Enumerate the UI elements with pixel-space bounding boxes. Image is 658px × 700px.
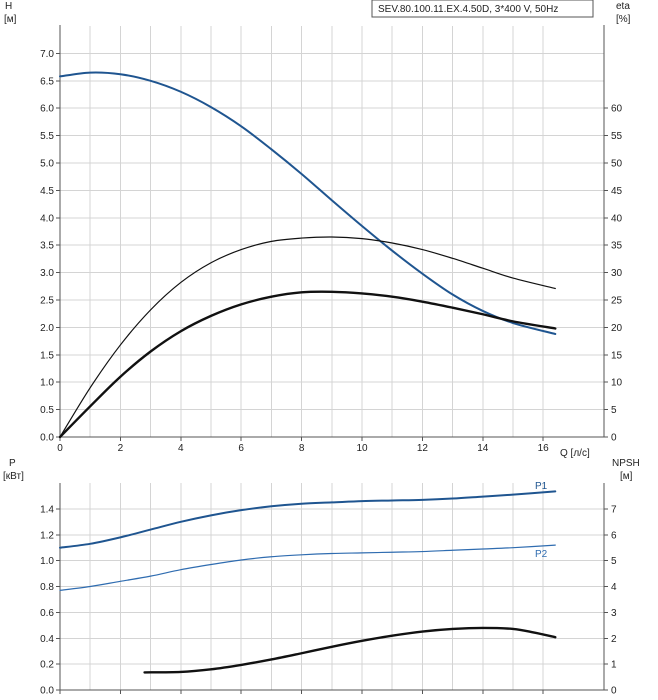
left-tick-label: 0.0: [40, 686, 54, 697]
left-tick-label: 7.0: [40, 49, 54, 60]
chart-title-box: [371, 0, 594, 18]
right-tick-label: 30: [611, 268, 623, 279]
right-tick-label: 0: [611, 433, 617, 444]
left-tick-label: 2.0: [40, 323, 54, 334]
right-tick-label: 4: [611, 582, 617, 593]
x-tick-label: 10: [356, 443, 368, 454]
top-chart-panel: 0.0 0.5 1.0 1.5 2.0 2.5 3.0 3.5 4.0 4.5 5.0 5.5 6.0 6…: [4, 0, 631, 459]
bottom-ticks: 0.0 0.2 0.4 0.6 0.8 1.0 1.2 1.4 0 1 2 3 4 5 6 7: [40, 504, 617, 696]
right-axis-label-bottom: NPSH: [612, 458, 640, 469]
series-line-curve-2: [143, 626, 557, 674]
bottom-chart-panel: 0.0 0.2 0.4 0.6 0.8 1.0 1.2 1.4 0 1 2 3 4 5 6 7 P [кВт]…: [3, 458, 640, 697]
left-tick-label: 1.4: [40, 504, 54, 515]
x-tick-label: 14: [477, 443, 489, 454]
x-tick-label: 4: [178, 443, 184, 454]
left-tick-label: 0.5: [40, 405, 54, 416]
bottom-series: [59, 490, 557, 674]
left-tick-label: 4.5: [40, 186, 54, 197]
right-tick-label: 2: [611, 634, 617, 645]
left-tick-label: 6.5: [40, 76, 54, 87]
x-tick-label: 8: [299, 443, 305, 454]
x-axis-label: Q [л/с]: [560, 448, 590, 459]
x-tick-label: 16: [538, 443, 550, 454]
series-line-curve-0: [59, 71, 557, 335]
left-tick-label: 0.0: [40, 433, 54, 444]
top-ticks: 0.0 0.5 1.0 1.5 2.0 2.5 3.0 3.5 4.0 4.5 5.0 5.5 6.0 6…: [40, 49, 622, 454]
x-tick-label: 0: [57, 443, 63, 454]
left-tick-label: 0.8: [40, 582, 54, 593]
right-axis-unit-bottom: [м]: [620, 471, 633, 482]
bottom-grid: [60, 483, 604, 690]
right-tick-label: 15: [611, 350, 623, 361]
left-tick-label: 0.2: [40, 660, 54, 671]
right-tick-label: 0: [611, 686, 617, 697]
right-tick-label: 60: [611, 104, 623, 115]
right-tick-label: 50: [611, 159, 623, 170]
right-tick-label: 25: [611, 296, 623, 307]
left-axis-label-top: H: [5, 1, 12, 12]
right-tick-label: 3: [611, 608, 617, 619]
series-label-p1: P1: [535, 481, 548, 492]
top-axes: [59, 25, 605, 438]
series-line-p1: [59, 490, 557, 549]
left-tick-label: 1.0: [40, 378, 54, 389]
right-tick-label: 6: [611, 530, 617, 541]
left-tick-label: 2.5: [40, 296, 54, 307]
left-tick-label: 1.0: [40, 556, 54, 567]
left-tick-label: 6.0: [40, 104, 54, 115]
x-tick-label: 6: [238, 443, 244, 454]
left-axis-unit-top: [м]: [4, 14, 17, 25]
right-tick-label: 20: [611, 323, 623, 334]
right-tick-label: 35: [611, 241, 623, 252]
right-axis-unit-top: [%]: [616, 14, 631, 25]
top-grid: [60, 26, 604, 437]
series-line-curve-2: [58, 290, 557, 439]
right-axis-label-top: eta: [616, 1, 630, 12]
right-tick-label: 10: [611, 378, 623, 389]
top-series: [58, 71, 557, 439]
left-tick-label: 3.5: [40, 241, 54, 252]
left-tick-label: 0.6: [40, 608, 54, 619]
series-label-p2: P2: [535, 549, 548, 560]
right-tick-label: 55: [611, 131, 623, 142]
left-tick-label: 5.5: [40, 131, 54, 142]
x-tick-label: 12: [417, 443, 429, 454]
right-tick-label: 1: [611, 660, 617, 671]
right-tick-label: 45: [611, 186, 623, 197]
series-line-p2: [59, 544, 556, 591]
right-tick-label: 40: [611, 213, 623, 224]
left-tick-label: 5.0: [40, 159, 54, 170]
left-axis-unit-bottom: [кВт]: [3, 471, 24, 482]
left-tick-label: 1.5: [40, 350, 54, 361]
right-tick-label: 7: [611, 504, 617, 515]
x-tick-label: 2: [118, 443, 124, 454]
left-tick-label: 4.0: [40, 213, 54, 224]
right-tick-label: 5: [611, 405, 617, 416]
left-tick-label: 3.0: [40, 268, 54, 279]
left-tick-label: 1.2: [40, 530, 54, 541]
left-axis-label-bottom: P: [9, 458, 16, 469]
left-tick-label: 0.4: [40, 634, 54, 645]
chart-title: SEV.80.100.11.EX.4.50D, 3*400 V, 50Hz: [378, 4, 558, 15]
series-line-curve-1: [59, 236, 556, 438]
right-tick-label: 5: [611, 556, 617, 567]
